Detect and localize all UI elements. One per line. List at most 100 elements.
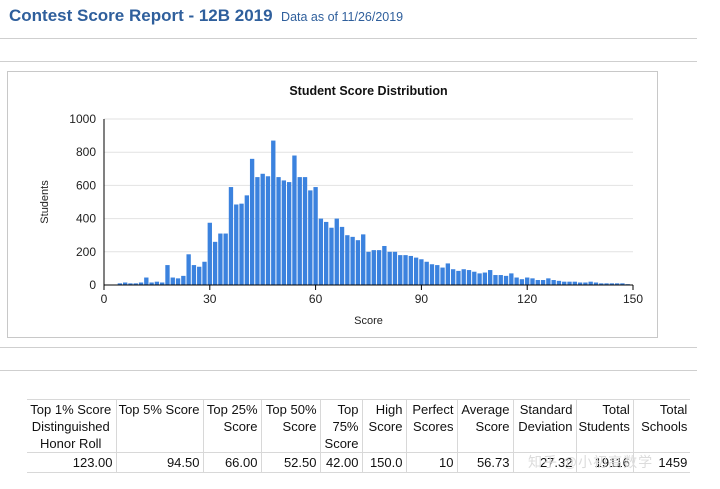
column-header: Total Schools [632, 399, 691, 453]
histogram-bar [244, 195, 249, 285]
histogram-bar [255, 177, 260, 285]
histogram-bar [503, 275, 509, 285]
histogram-bar [181, 275, 186, 285]
histogram-bar [345, 235, 350, 285]
histogram-bar [361, 234, 366, 285]
x-tick-label: 150 [623, 292, 643, 306]
histogram-bar [551, 280, 556, 285]
column-header-line: Score [282, 419, 317, 434]
histogram-bar [366, 251, 371, 285]
histogram-bar [281, 180, 287, 285]
histogram-bar [413, 257, 419, 285]
score-statistics-table: Top 1% Score Distinguished Honor Roll Top 5… [27, 399, 691, 473]
histogram-bar [228, 187, 234, 285]
histogram-bar [461, 269, 466, 285]
histogram-bar [260, 173, 265, 285]
histogram-bar [154, 281, 160, 285]
histogram-bar [297, 177, 302, 285]
histogram-bar [128, 283, 133, 285]
column-header: Top 5% Score [115, 399, 203, 453]
histogram-bar [170, 277, 175, 285]
histogram-bar [450, 269, 456, 285]
y-axis-label: Students [39, 180, 51, 224]
column-header-line: Score [324, 436, 359, 451]
histogram-bar [212, 241, 218, 285]
column-header-line: Top 5% Score [118, 402, 200, 417]
histogram-bar [324, 221, 329, 285]
column-header-line: Perfect [412, 402, 454, 417]
histogram-bar [583, 282, 588, 285]
column-header-line: High [375, 402, 403, 417]
y-tick-label: 200 [76, 245, 96, 259]
divider [0, 61, 697, 62]
histogram-bar [191, 265, 197, 285]
table-header-row: Top 1% Score Distinguished Honor Roll Top 5… [27, 399, 691, 453]
column-header: Perfect Scores [405, 399, 457, 453]
histogram-bar [292, 155, 297, 285]
column-header-line: 75% [332, 419, 359, 434]
histogram-bar [234, 204, 239, 285]
histogram-bar [387, 251, 392, 285]
histogram-bar [308, 190, 313, 285]
report-header: Contest Score Report - 12B 2019 Data as … [9, 6, 403, 26]
histogram-bar [514, 277, 519, 285]
table-cell: 19116 [575, 452, 634, 473]
table-cell: 123.00 [27, 452, 116, 473]
column-header-line: Top 50% [265, 402, 317, 417]
histogram-bar [392, 251, 398, 285]
histogram-bar [165, 265, 170, 285]
x-axis-label: Score [354, 315, 383, 327]
table-cell: 66.00 [202, 452, 261, 473]
x-tick-label: 30 [203, 292, 217, 306]
histogram-bar [525, 277, 530, 285]
column-header: Total Students [575, 399, 634, 453]
histogram-bar [313, 187, 318, 285]
histogram-bar [509, 273, 514, 285]
chart-title: Student Score Distribution [289, 84, 447, 98]
column-header-line: Standard [519, 402, 573, 417]
histogram-bar [466, 270, 472, 285]
histogram-bar [376, 250, 382, 285]
histogram-bar [138, 282, 144, 285]
table-row: 123.00 94.50 66.00 52.50 42.00 150.0 10 56.73 27… [27, 452, 691, 473]
divider [0, 347, 697, 348]
histogram-bar [202, 261, 207, 285]
histogram-bar [530, 278, 535, 285]
histogram-bar [122, 282, 128, 285]
histogram-bar [604, 283, 609, 285]
histogram-bar [302, 177, 308, 285]
histogram-bar [429, 264, 435, 285]
data-date: Data as of 11/26/2019 [281, 10, 404, 24]
report-title: Contest Score Report - 12B 2019 [9, 6, 273, 25]
histogram-bar [477, 273, 482, 285]
table-cell: 94.50 [115, 452, 203, 473]
column-header-line: Average [461, 402, 510, 417]
histogram-bar [318, 218, 324, 285]
histogram-bar [445, 263, 451, 285]
histogram-bar [599, 283, 604, 285]
histogram-bar [498, 275, 503, 285]
column-header-line: Top [337, 402, 359, 417]
column-header: Average Score [456, 399, 513, 453]
histogram-bar [133, 283, 138, 285]
x-tick-label: 120 [517, 292, 537, 306]
table-cell: 42.00 [319, 452, 362, 473]
column-header-line: Total [659, 402, 688, 417]
histogram-bar [334, 218, 339, 285]
histogram-bar [350, 236, 355, 285]
histogram-bar [249, 158, 255, 285]
column-header-line: Honor Roll [40, 436, 102, 451]
histogram-bar [149, 282, 154, 285]
histogram-bar [424, 261, 429, 285]
table-cell: 27.32 [512, 452, 576, 473]
histogram-bar [175, 278, 181, 285]
chart-panel: 0 200 400 600 800 1000 0 30 60 90 120 150 Student Sc… [7, 71, 658, 338]
column-header-line: Distinguished [31, 419, 110, 434]
histogram-bar [435, 265, 440, 285]
table-cell: 56.73 [456, 452, 513, 473]
histogram-bar [456, 270, 461, 285]
histogram-bar [218, 233, 223, 285]
y-tick-label: 800 [76, 145, 96, 159]
histogram-bar [186, 254, 191, 285]
divider [0, 38, 697, 39]
